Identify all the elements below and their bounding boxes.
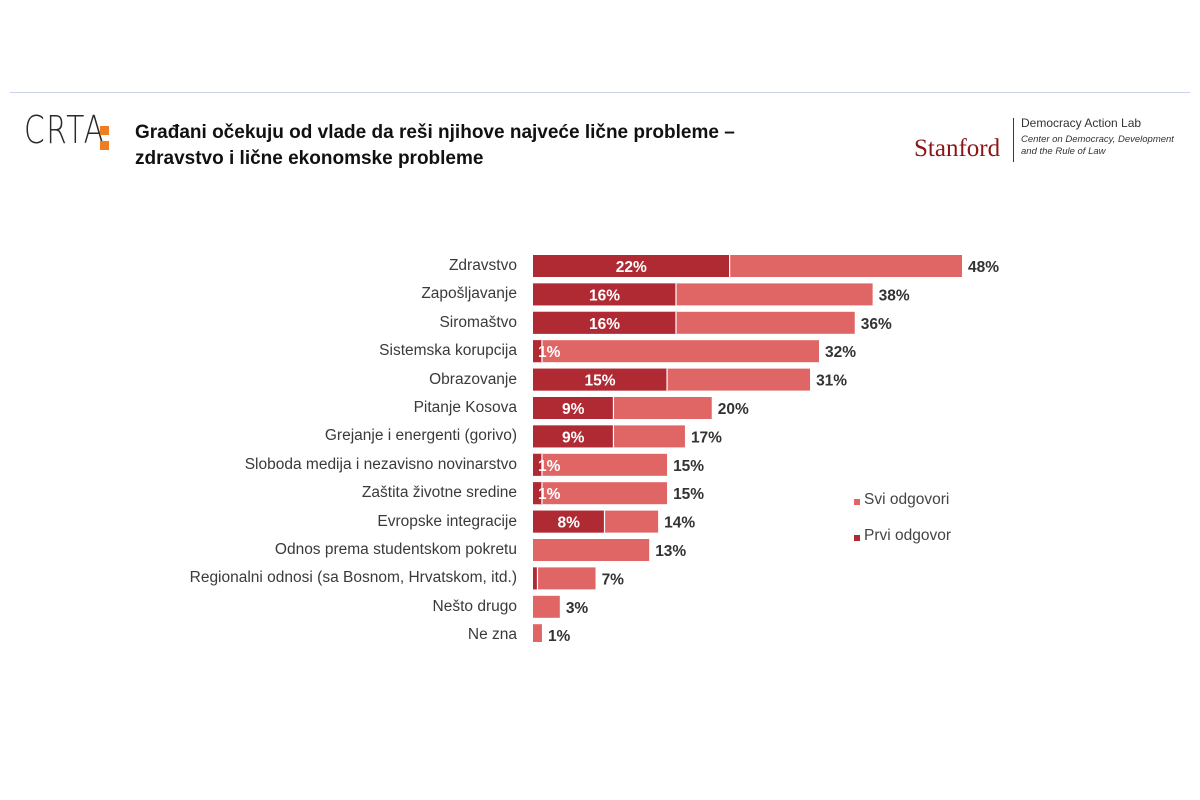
bar-svi-odgovori [533,340,819,363]
bar-svi-odgovori [533,453,668,476]
category-label: Evropske integracije [377,512,517,530]
chart-title-line1: Građani očekuju od vlade da reši njihove… [135,122,735,143]
legend-item-svi: Svi odgovori [854,491,950,509]
data-label-prvi: 1% [538,344,561,361]
category-label: Regionalni odnosi (sa Bosnom, Hrvatskom,… [189,569,517,587]
bottom-crop-mask [0,642,1200,800]
bar-svi-odgovori [533,539,650,561]
category-label: Pitanje Kosova [413,399,517,416]
category-label: Grejanje i energenti (gorivo) [324,427,517,445]
bar-prvi-odgovor [533,510,605,533]
data-label-svi: 7% [602,571,625,588]
data-label-svi: 15% [673,486,704,503]
data-label-svi: 14% [664,515,695,532]
legend-label-svi: Svi odgovori [864,491,950,508]
bar-svi-odgovori [533,595,560,618]
stanford-subtitle-line1: Center on Democracy, Development [1021,134,1174,145]
data-label-prvi: 16% [589,287,620,304]
data-label-svi: 48% [968,259,999,276]
data-label-prvi: 15% [585,373,616,390]
data-label-prvi: 1% [538,486,561,503]
data-label-svi: 13% [655,543,686,560]
bar-prvi-odgovor [533,453,542,476]
data-label-prvi: 16% [589,316,620,333]
data-label-prvi: 1% [538,458,561,475]
bar-svi-odgovori [533,567,596,590]
legend-item-prvi: Prvi odgovor [854,527,952,545]
category-label: Zapošljavanje [421,285,517,303]
legend-swatch-prvi [854,535,860,541]
chart-title-line2: zdravstvo i lične ekonomske probleme [135,148,484,169]
crta-logo: CRTA [24,110,128,150]
bar-prvi-odgovor [533,283,676,306]
legend-label-prvi: Prvi odgovor [864,527,952,544]
top-divider-line [10,92,1190,93]
category-label: Sistemska korupcija [379,342,517,360]
data-label-svi: 1% [548,628,571,645]
category-label: Obrazovanje [429,370,517,388]
data-label-svi: 20% [718,401,749,418]
bar-svi-odgovori [533,482,668,505]
chart-title: Građani očekuju od vlade da reši njihove… [135,120,865,172]
data-label-prvi: 9% [562,401,585,418]
data-label-prvi: 9% [562,429,585,446]
legend-swatch-svi [854,499,860,505]
category-label: Odnos prema studentskom pokretu [274,541,517,558]
stanford-lab-name: Democracy Action Lab [1021,116,1142,130]
bar-prvi-odgovor [533,311,676,334]
stanford-subtitle: Center on Democracy, Development and the… [1021,134,1191,158]
bar-prvi-odgovor [533,482,542,505]
bar-prvi-odgovor [533,368,668,391]
crta-logo-colon [100,120,110,150]
bar-prvi-odgovor [533,340,542,363]
category-label: Zdravstvo [448,257,517,274]
bar-prvi-odgovor [533,567,538,590]
data-label-prvi: 22% [616,259,647,276]
stanford-logo-text: Stanford [914,135,1001,162]
category-label: Sloboda medija i nezavisno novinarstvo [244,455,517,473]
category-label: Ne zna [467,626,517,644]
category-label: Nešto drugo [432,597,517,615]
bar-prvi-odgovor [533,397,614,419]
stanford-subtitle-line2: and the Rule of Law [1021,146,1106,157]
stanford-logo-divider [1013,118,1014,162]
crta-logo-text: CRTA [24,108,106,152]
bar-prvi-odgovor [533,425,614,448]
bar-prvi-odgovor [533,255,730,277]
data-label-svi: 32% [825,344,856,361]
data-label-svi: 3% [566,600,589,617]
data-label-svi: 36% [861,316,892,333]
data-label-prvi: 8% [558,515,581,532]
category-label: Zaštita životne sredine [361,484,517,502]
category-label: Siromaštvo [439,313,517,331]
data-label-svi: 17% [691,429,722,446]
data-label-svi: 38% [879,287,910,304]
bar-svi-odgovori [533,624,542,647]
data-label-svi: 15% [673,458,704,475]
data-label-svi: 31% [816,373,847,390]
